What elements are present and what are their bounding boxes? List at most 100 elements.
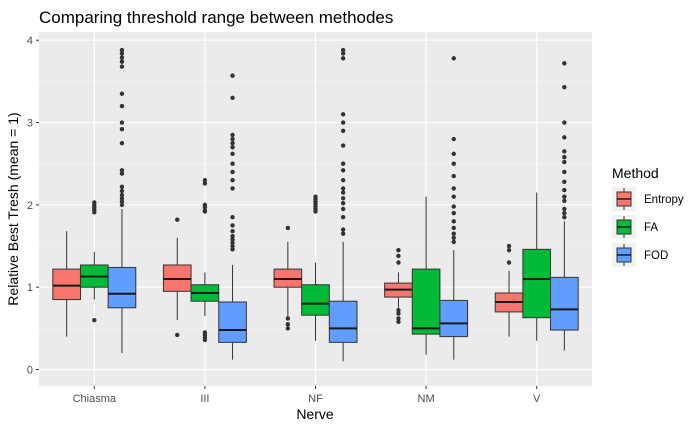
outlier-point: [230, 233, 235, 239]
outlier-point: [396, 308, 401, 313]
box-entropy: [273, 225, 303, 331]
outlier-point: [230, 73, 235, 78]
box-fod: [107, 47, 137, 354]
outlier-point: [92, 210, 97, 215]
outlier-point: [230, 243, 235, 249]
outlier-point: [451, 239, 456, 245]
outlier-point: [340, 168, 346, 173]
box-fa: [190, 177, 220, 343]
outlier-point: [119, 171, 125, 176]
x-tick-label: V: [533, 393, 541, 405]
outlier-point: [451, 219, 456, 224]
outlier-point: [230, 223, 235, 228]
outlier-point: [119, 47, 125, 53]
outlier-point: [230, 145, 235, 150]
outlier-point: [451, 173, 456, 179]
outlier-point: [285, 225, 291, 231]
y-axis: 0 1 2 3 4: [27, 35, 39, 377]
box-entropy: [52, 231, 81, 337]
outlier-point: [562, 120, 567, 125]
y-tick-label: 3: [27, 118, 33, 130]
outlier-point: [340, 161, 346, 166]
outlier-point: [562, 198, 567, 203]
outlier-point: [119, 196, 125, 201]
x-axis-title: Nerve: [296, 406, 334, 422]
outlier-point: [396, 316, 401, 321]
outlier-point: [119, 64, 125, 69]
outlier-point: [230, 240, 235, 245]
outlier-point: [340, 186, 346, 191]
box-fa: [411, 196, 441, 355]
outlier-point: [340, 190, 346, 195]
outlier-point: [119, 55, 125, 60]
outlier-point: [230, 169, 235, 175]
outlier-point: [340, 215, 346, 220]
y-tick-label: 2: [27, 200, 33, 212]
chart-title: Comparing threshold range between method…: [39, 8, 393, 27]
outlier-point: [506, 243, 512, 249]
outlier-point: [396, 319, 401, 324]
outlier-point: [451, 210, 456, 216]
box-fod: [218, 73, 247, 360]
box-body: [439, 299, 469, 338]
outlier-point: [451, 186, 456, 191]
box-fa: [301, 194, 330, 341]
box-entropy: [494, 243, 524, 337]
outlier-point: [562, 215, 567, 220]
outlier-point: [340, 201, 346, 206]
outlier-point: [340, 143, 346, 148]
legend-title: Method: [612, 165, 659, 181]
outlier-point: [506, 260, 512, 265]
outlier-point: [451, 161, 456, 166]
legend: Method Entropy FA FOD: [612, 165, 684, 267]
outlier-point: [562, 206, 567, 212]
box-body: [411, 268, 441, 335]
legend-item-entropy: Entropy: [612, 187, 684, 211]
outlier-point: [202, 177, 208, 183]
outlier-point: [119, 184, 125, 189]
outlier-point: [92, 317, 97, 323]
outlier-point: [119, 168, 125, 173]
outlier-point: [230, 95, 235, 101]
outlier-point: [562, 149, 567, 154]
box-body: [550, 276, 579, 331]
outlier-point: [230, 177, 235, 183]
outlier-point: [119, 202, 125, 208]
outlier-point: [119, 126, 125, 132]
outlier-point: [451, 56, 456, 61]
outlier-point: [562, 187, 567, 193]
outlier-point: [230, 151, 235, 157]
outlier-point: [119, 199, 125, 204]
x-tick-label: Chiasma: [73, 393, 117, 405]
outlier-point: [230, 161, 235, 166]
box-fod: [550, 61, 579, 351]
outlier-point: [285, 322, 291, 327]
outlier-point: [230, 136, 235, 142]
outlier-point: [340, 128, 346, 133]
outlier-point: [451, 231, 456, 236]
outlier-point: [119, 188, 125, 194]
y-axis-title: Relative Best Tresh (mean = 1): [5, 112, 21, 305]
outlier-point: [230, 237, 235, 242]
outlier-point: [340, 51, 346, 56]
outlier-point: [340, 120, 346, 125]
outlier-point: [451, 136, 456, 142]
outlier-point: [202, 181, 208, 186]
legend-item-fod: FOD: [612, 243, 668, 267]
outlier-point: [119, 59, 125, 64]
box-entropy: [162, 217, 192, 338]
outlier-point: [562, 169, 567, 175]
outlier-point: [451, 235, 456, 241]
outlier-point: [340, 196, 346, 201]
outlier-point: [451, 151, 456, 157]
box-body: [52, 268, 81, 301]
outlier-point: [285, 326, 291, 331]
outlier-point: [340, 112, 346, 117]
box-entropy: [384, 247, 413, 324]
box-body: [522, 248, 552, 319]
outlier-point: [119, 51, 125, 56]
outlier-point: [451, 194, 456, 199]
outlier-point: [562, 159, 567, 165]
outlier-point: [202, 337, 208, 343]
